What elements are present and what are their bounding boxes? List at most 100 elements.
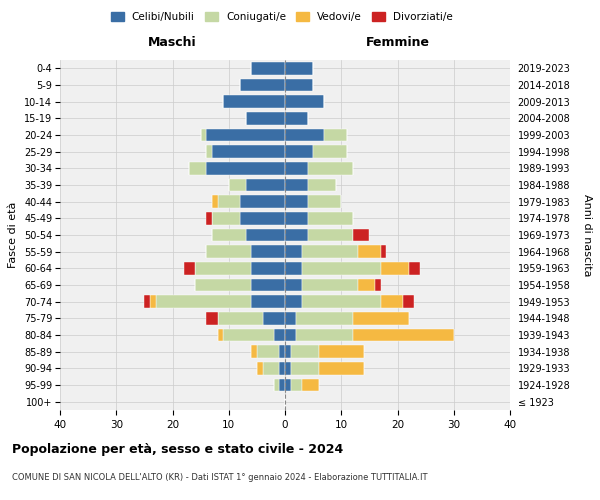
Bar — [285, 379, 290, 391]
Bar — [285, 146, 313, 158]
Bar — [285, 112, 308, 124]
Bar — [285, 279, 302, 291]
Bar — [375, 279, 380, 291]
Bar — [212, 212, 240, 224]
Bar — [223, 329, 274, 341]
Bar — [212, 146, 285, 158]
Bar — [358, 246, 380, 258]
Bar — [358, 279, 375, 291]
Bar — [206, 212, 212, 224]
Text: Femmine: Femmine — [365, 36, 430, 49]
Bar — [296, 312, 353, 324]
Bar — [285, 196, 308, 208]
Bar — [290, 346, 319, 358]
Bar — [290, 379, 302, 391]
Bar — [296, 329, 353, 341]
Bar — [257, 346, 280, 358]
Bar — [206, 129, 285, 141]
Bar — [212, 196, 218, 208]
Legend: Celibi/Nubili, Coniugati/e, Vedovi/e, Divorziati/e: Celibi/Nubili, Coniugati/e, Vedovi/e, Di… — [107, 8, 457, 26]
Bar — [380, 262, 409, 274]
Bar — [184, 262, 195, 274]
Bar — [302, 246, 358, 258]
Bar — [319, 346, 364, 358]
Bar — [285, 296, 302, 308]
Bar — [257, 362, 263, 374]
Bar — [285, 212, 308, 224]
Bar — [251, 296, 285, 308]
Bar — [218, 196, 240, 208]
Bar — [218, 312, 263, 324]
Text: Popolazione per età, sesso e stato civile - 2024: Popolazione per età, sesso e stato civil… — [12, 442, 343, 456]
Bar — [285, 362, 290, 374]
Bar — [240, 79, 285, 92]
Bar — [325, 129, 347, 141]
Bar — [251, 246, 285, 258]
Bar — [285, 312, 296, 324]
Bar — [380, 246, 386, 258]
Bar — [353, 229, 370, 241]
Bar — [263, 312, 285, 324]
Bar — [280, 379, 285, 391]
Bar — [206, 312, 218, 324]
Bar — [319, 362, 364, 374]
Bar — [290, 362, 319, 374]
Bar — [240, 212, 285, 224]
Bar — [280, 362, 285, 374]
Bar — [240, 196, 285, 208]
Bar — [285, 62, 313, 74]
Y-axis label: Fasce di età: Fasce di età — [8, 202, 19, 268]
Bar — [285, 179, 308, 192]
Bar — [218, 329, 223, 341]
Bar — [251, 346, 257, 358]
Bar — [313, 146, 347, 158]
Bar — [285, 96, 325, 108]
Bar — [285, 346, 290, 358]
Bar — [285, 262, 302, 274]
Bar — [308, 196, 341, 208]
Bar — [195, 262, 251, 274]
Bar — [251, 262, 285, 274]
Bar — [150, 296, 155, 308]
Bar — [285, 329, 296, 341]
Bar — [302, 379, 319, 391]
Y-axis label: Anni di nascita: Anni di nascita — [581, 194, 592, 276]
Bar — [409, 262, 420, 274]
Bar — [229, 179, 245, 192]
Bar — [274, 329, 285, 341]
Bar — [245, 112, 285, 124]
Text: COMUNE DI SAN NICOLA DELL'ALTO (KR) - Dati ISTAT 1° gennaio 2024 - Elaborazione : COMUNE DI SAN NICOLA DELL'ALTO (KR) - Da… — [12, 472, 427, 482]
Bar — [274, 379, 280, 391]
Bar — [302, 296, 380, 308]
Bar — [280, 346, 285, 358]
Text: Maschi: Maschi — [148, 36, 197, 49]
Bar — [245, 229, 285, 241]
Bar — [285, 79, 313, 92]
Bar — [380, 296, 403, 308]
Bar — [251, 62, 285, 74]
Bar — [285, 129, 325, 141]
Bar — [353, 329, 454, 341]
Bar — [285, 162, 308, 174]
Bar — [302, 262, 380, 274]
Bar — [308, 229, 353, 241]
Bar — [206, 246, 251, 258]
Bar — [263, 362, 280, 374]
Bar — [403, 296, 415, 308]
Bar — [223, 96, 285, 108]
Bar — [251, 279, 285, 291]
Bar — [190, 162, 206, 174]
Bar — [200, 129, 206, 141]
Bar — [245, 179, 285, 192]
Bar — [302, 279, 358, 291]
Bar — [195, 279, 251, 291]
Bar — [285, 246, 302, 258]
Bar — [206, 162, 285, 174]
Bar — [353, 312, 409, 324]
Bar — [155, 296, 251, 308]
Bar — [285, 229, 308, 241]
Bar — [212, 229, 245, 241]
Bar — [206, 146, 212, 158]
Bar — [308, 179, 335, 192]
Bar — [145, 296, 150, 308]
